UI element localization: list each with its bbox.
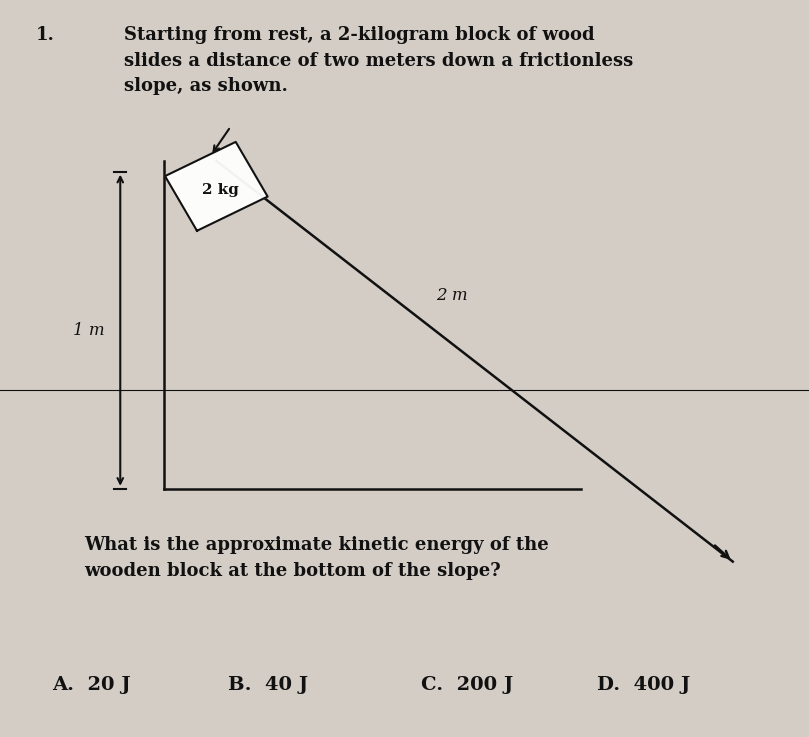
Text: 2 m: 2 m xyxy=(437,287,468,304)
Text: 1 m: 1 m xyxy=(73,322,104,339)
Text: 1.: 1. xyxy=(36,26,55,44)
Polygon shape xyxy=(165,142,268,231)
Text: D.  400 J: D. 400 J xyxy=(597,677,690,694)
Text: 2 kg: 2 kg xyxy=(202,183,239,197)
Text: What is the approximate kinetic energy of the
wooden block at the bottom of the : What is the approximate kinetic energy o… xyxy=(84,536,549,580)
Text: B.  40 J: B. 40 J xyxy=(228,677,308,694)
Text: C.  200 J: C. 200 J xyxy=(421,677,513,694)
Text: A.  20 J: A. 20 J xyxy=(53,677,131,694)
Text: Starting from rest, a 2-kilogram block of wood
slides a distance of two meters d: Starting from rest, a 2-kilogram block o… xyxy=(125,26,633,95)
